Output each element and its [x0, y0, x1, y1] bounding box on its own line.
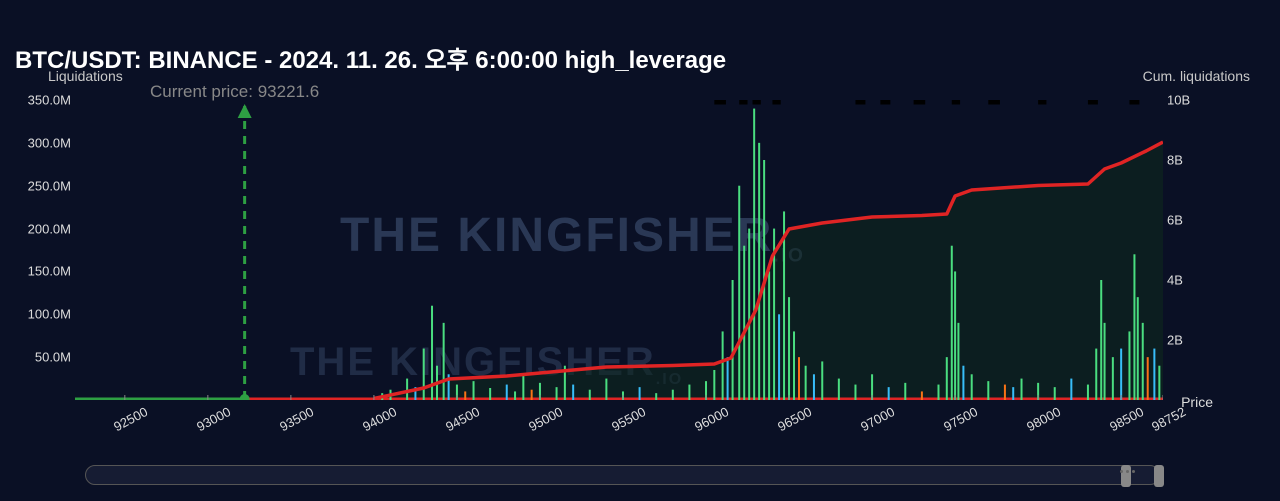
current-price-value: 93221.6	[258, 82, 319, 101]
chart-svg	[75, 100, 1163, 400]
x-tick-label: 97500	[941, 404, 980, 434]
x-tick-label: 93000	[194, 404, 233, 434]
y-left-ticks: 50.0M100.0M150.0M200.0M250.0M300.0M350.0…	[13, 100, 71, 400]
slider-grip-icon	[1120, 470, 1135, 473]
y-left-tick-label: 300.0M	[28, 135, 71, 150]
x-tick-label: 94000	[360, 404, 399, 434]
x-tick-label: 98000	[1024, 404, 1063, 434]
x-axis-title: Price	[1181, 394, 1213, 410]
x-tick-label: 96000	[692, 404, 731, 434]
x-tick-label: 95000	[526, 404, 565, 434]
y-left-tick-label: 100.0M	[28, 307, 71, 322]
y-right-tick-label: 6B	[1167, 213, 1183, 228]
current-price-prefix: Current price:	[150, 82, 258, 101]
slider-handle-left[interactable]	[1121, 465, 1131, 487]
y-right-tick-label: 10B	[1167, 93, 1190, 108]
y-left-tick-label: 50.0M	[35, 350, 71, 365]
y-left-tick-label: 200.0M	[28, 221, 71, 236]
x-tick-label: 92500	[111, 404, 150, 434]
x-ticks: 9250093000935009400094500950009550096000…	[75, 404, 1163, 428]
x-tick-label: 95500	[609, 404, 648, 434]
y-left-tick-label: 350.0M	[28, 93, 71, 108]
y-left-axis-title: Liquidations	[48, 68, 123, 84]
range-slider[interactable]	[85, 465, 1160, 485]
chart-area[interactable]: 50.0M100.0M150.0M200.0M250.0M300.0M350.0…	[75, 100, 1163, 400]
x-tick-label: 94500	[443, 404, 482, 434]
x-tick-label: 96500	[775, 404, 814, 434]
y-right-tick-label: 4B	[1167, 273, 1183, 288]
x-tick-label: 97000	[858, 404, 897, 434]
current-price-label: Current price: 93221.6	[150, 82, 319, 102]
x-tick-label: 93500	[277, 404, 316, 434]
x-tick-label: 98500	[1107, 404, 1146, 434]
y-right-tick-label: 2B	[1167, 333, 1183, 348]
y-left-tick-label: 250.0M	[28, 178, 71, 193]
y-right-ticks: 2B4B6B8B10B	[1167, 100, 1203, 400]
y-left-tick-label: 150.0M	[28, 264, 71, 279]
y-right-tick-label: 8B	[1167, 153, 1183, 168]
slider-handle-right[interactable]	[1154, 465, 1164, 487]
y-right-axis-title: Cum. liquidations	[1143, 68, 1250, 84]
